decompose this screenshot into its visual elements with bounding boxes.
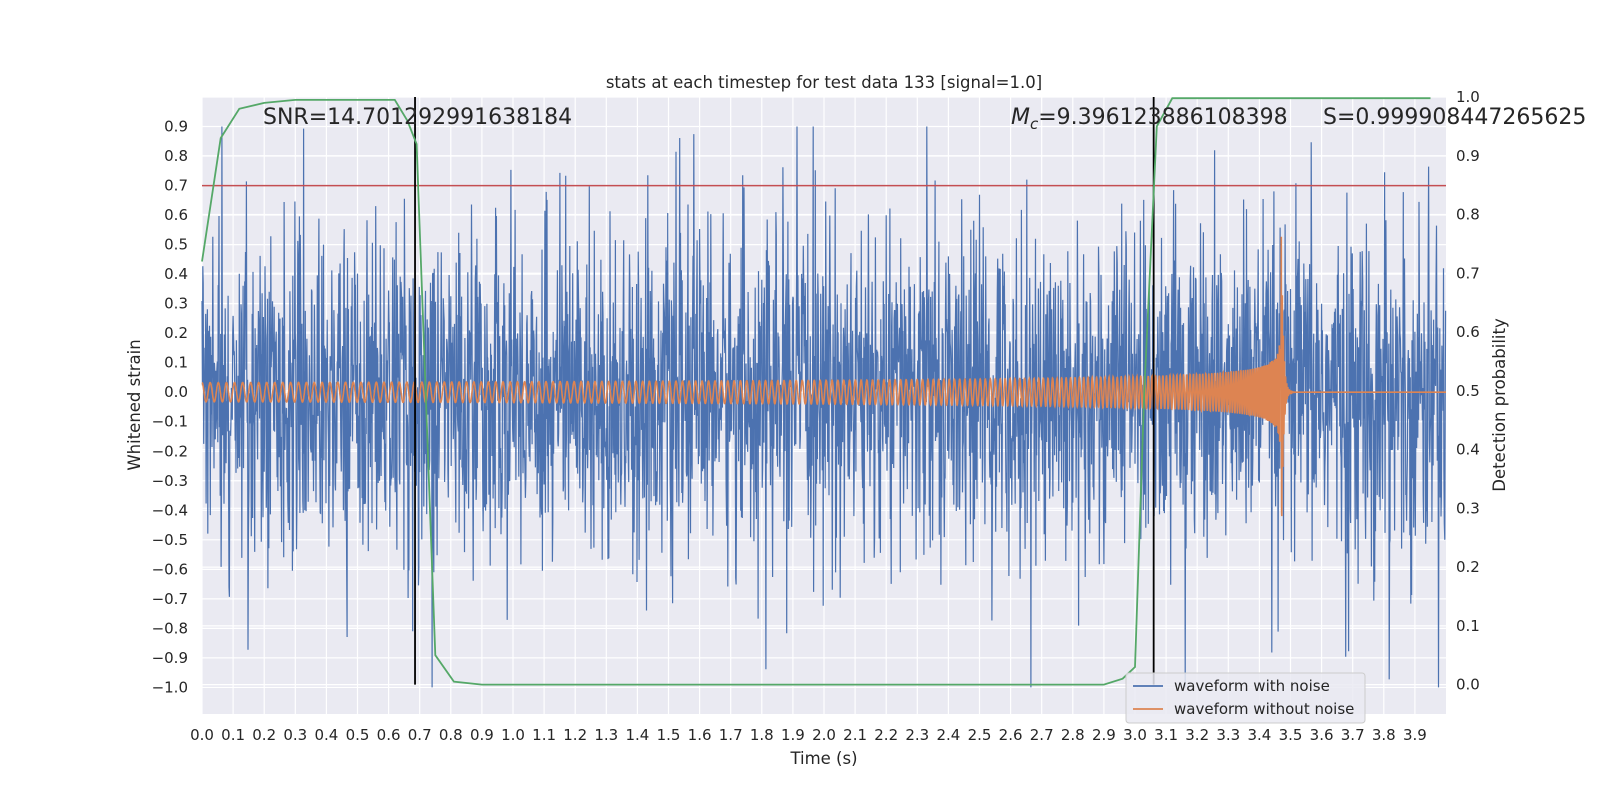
x-tick-label: 3.5 <box>1279 726 1303 744</box>
series-waveform-without-noise <box>201 236 1446 517</box>
x-tick-label: 0.8 <box>439 726 463 744</box>
y-tick-label: 0.4 <box>164 265 188 283</box>
x-tick-label: 3.1 <box>1154 726 1178 744</box>
y-tick-label: 0.8 <box>164 147 188 165</box>
y-tick-label: −0.3 <box>152 472 188 490</box>
y-tick-label: −0.6 <box>152 560 188 578</box>
y-tick-label: −0.5 <box>152 531 188 549</box>
y2-tick-label: 0.3 <box>1456 499 1480 517</box>
x-tick-label: 3.9 <box>1403 726 1427 744</box>
y-tick-label: 0.9 <box>164 118 188 136</box>
x-tick-label: 0.7 <box>408 726 432 744</box>
y2-tick-label: 0.8 <box>1456 206 1480 224</box>
y2-tick-label: 0.7 <box>1456 264 1480 282</box>
y-tick-label: −0.7 <box>152 590 188 608</box>
s-annotation: S=0.999908447265625 <box>1323 105 1586 130</box>
x-tick-label: 0.4 <box>314 726 338 744</box>
y2-tick-label: 0.9 <box>1456 147 1480 165</box>
legend-box <box>1125 672 1366 724</box>
x-tick-label: 3.3 <box>1216 726 1240 744</box>
x-tick-label: 2.9 <box>1092 726 1116 744</box>
snr-annotation: SNR=14.701292991638184 <box>263 105 572 130</box>
y2-tick-label: 0.1 <box>1456 617 1480 635</box>
x-tick-label: 3.6 <box>1310 726 1334 744</box>
x-tick-label: 3.4 <box>1247 726 1271 744</box>
detection-probability-line <box>201 97 1431 686</box>
x-tick-label: 1.0 <box>501 726 525 744</box>
x-tick-label: 2.5 <box>968 726 992 744</box>
x-tick-label: 1.8 <box>750 726 774 744</box>
y2-tick-label: 0.6 <box>1456 323 1480 341</box>
chirp-mass-symbol: M <box>1011 105 1030 130</box>
x-tick-label: 2.6 <box>999 726 1023 744</box>
x-tick-label: 0.0 <box>190 726 214 744</box>
y-tick-label: −0.4 <box>152 501 188 519</box>
chirp-mass-annotation: Mc=9.396123886108398 <box>1011 105 1288 133</box>
y-axis-label: Whitened strain <box>125 339 144 470</box>
x-tick-label: 1.1 <box>532 726 556 744</box>
y2-tick-label: 0.2 <box>1456 558 1480 576</box>
y-tick-label: 0.2 <box>164 324 188 342</box>
y2-axis-label: Detection probability <box>1490 318 1509 492</box>
y2-axis-ticks: 0.0 0.1 0.2 0.3 0.4 0.5 0.6 0.7 0.8 0.9 1.0 <box>1456 88 1480 694</box>
x-tick-label: 3.8 <box>1372 726 1396 744</box>
legend-label-noise: waveform with noise <box>1174 677 1330 695</box>
y-tick-label: −0.2 <box>152 442 188 460</box>
x-axis-ticks: 0.0 0.1 0.2 0.3 0.4 0.5 0.6 0.7 0.8 0.9 1.0 1.1 1.2 1… <box>190 726 1427 744</box>
chirp-waveform-line <box>201 236 1446 517</box>
x-tick-label: 2.3 <box>905 726 929 744</box>
x-tick-label: 3.7 <box>1341 726 1365 744</box>
x-tick-label: 2.4 <box>936 726 960 744</box>
y-tick-label: 0.6 <box>164 206 188 224</box>
x-tick-label: 0.1 <box>221 726 245 744</box>
x-tick-label: 0.6 <box>377 726 401 744</box>
y2-tick-label: 0.5 <box>1456 382 1480 400</box>
y-tick-label: −0.8 <box>152 619 188 637</box>
y-tick-label: 0.1 <box>164 354 188 372</box>
legend: waveform with noise waveform without noi… <box>1125 672 1366 724</box>
x-tick-label: 0.5 <box>346 726 370 744</box>
y-tick-label: 0.3 <box>164 295 188 313</box>
x-tick-label: 0.2 <box>252 726 276 744</box>
x-tick-label: 1.4 <box>625 726 649 744</box>
y-axis-ticks: 0.9 0.8 0.7 0.6 0.5 0.4 0.3 0.2 0.1 0.0 −0.1 −0.2 −0… <box>152 118 188 697</box>
x-tick-label: 2.7 <box>1030 726 1054 744</box>
x-tick-label: 2.0 <box>812 726 836 744</box>
x-tick-label: 2.8 <box>1061 726 1085 744</box>
y2-tick-label: 1.0 <box>1456 88 1480 106</box>
y-tick-label: 0.7 <box>164 177 188 195</box>
series-detection-probability <box>201 97 1431 686</box>
x-tick-label: 0.3 <box>283 726 307 744</box>
x-tick-label: 3.0 <box>1123 726 1147 744</box>
chirp-mass-value: =9.396123886108398 <box>1038 105 1287 130</box>
x-tick-label: 1.7 <box>719 726 743 744</box>
legend-label-clean: waveform without noise <box>1174 700 1354 718</box>
y-tick-label: −0.1 <box>152 413 188 431</box>
x-tick-label: 3.2 <box>1185 726 1209 744</box>
x-tick-label: 1.2 <box>563 726 587 744</box>
y-tick-label: 0.5 <box>164 236 188 254</box>
chart-title: stats at each timestep for test data 133… <box>606 73 1042 92</box>
x-tick-label: 1.3 <box>594 726 618 744</box>
x-axis-label: Time (s) <box>789 749 857 768</box>
x-tick-label: 2.2 <box>874 726 898 744</box>
y2-tick-label: 0.4 <box>1456 441 1480 459</box>
chirp-mass-subscript: c <box>1030 115 1039 133</box>
y-tick-label: 0.0 <box>164 383 188 401</box>
x-tick-label: 2.1 <box>843 726 867 744</box>
x-tick-label: 0.9 <box>470 726 494 744</box>
y-tick-label: −0.9 <box>152 649 188 667</box>
x-tick-label: 1.9 <box>781 726 805 744</box>
y2-tick-label: 0.0 <box>1456 676 1480 694</box>
x-tick-label: 1.6 <box>688 726 712 744</box>
y-tick-label: −1.0 <box>152 678 188 696</box>
x-tick-label: 1.5 <box>657 726 681 744</box>
